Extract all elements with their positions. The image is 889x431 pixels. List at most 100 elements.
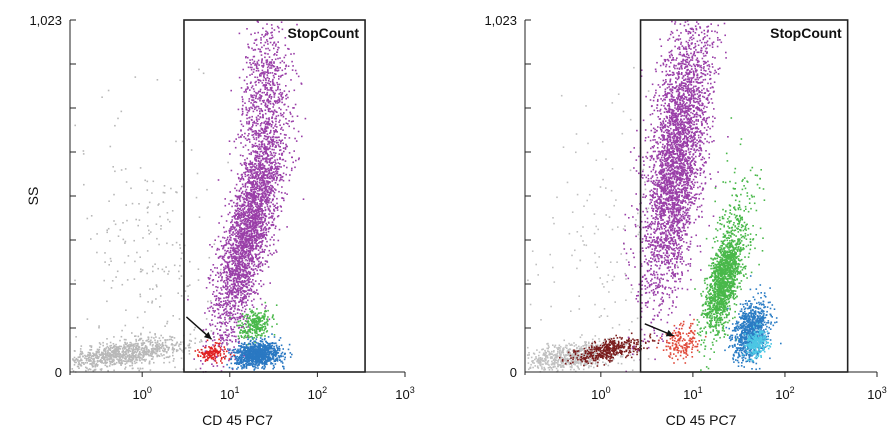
- data-point: [140, 349, 142, 351]
- data-point: [122, 354, 124, 356]
- data-point: [243, 257, 246, 260]
- data-point: [240, 212, 242, 214]
- data-point: [266, 156, 268, 159]
- data-point: [211, 314, 214, 316]
- data-point: [225, 267, 227, 269]
- data-point: [290, 169, 293, 172]
- data-point: [227, 257, 230, 260]
- data-point: [260, 232, 262, 235]
- data-point: [231, 267, 234, 270]
- data-point: [227, 247, 230, 250]
- data-point: [240, 238, 243, 240]
- data-point: [90, 349, 93, 351]
- data-point: [265, 84, 267, 86]
- data-point: [145, 340, 147, 342]
- data-point: [90, 346, 93, 349]
- data-point: [261, 241, 263, 243]
- data-point: [248, 192, 251, 194]
- data-point: [237, 248, 240, 250]
- data-point: [247, 218, 250, 221]
- data-point: [266, 39, 268, 41]
- data-point: [258, 153, 261, 156]
- data-point: [237, 250, 239, 252]
- data-point: [227, 291, 229, 293]
- data-point: [268, 175, 271, 178]
- data-point: [229, 302, 231, 305]
- data-point: [211, 246, 213, 248]
- data-point: [240, 244, 243, 246]
- data-point: [154, 348, 157, 350]
- data-point: [124, 366, 127, 369]
- data-point: [228, 320, 231, 323]
- data-point: [217, 235, 220, 238]
- data-point: [110, 361, 112, 363]
- data-point: [224, 308, 227, 310]
- data-point: [244, 201, 247, 204]
- data-point: [240, 283, 243, 285]
- data-point: [259, 124, 262, 127]
- data-point: [277, 239, 280, 242]
- data-point: [247, 278, 249, 281]
- data-point: [252, 96, 255, 99]
- data-point: [135, 361, 138, 364]
- data-point: [248, 336, 250, 339]
- data-point: [169, 335, 171, 338]
- data-point: [222, 246, 225, 248]
- data-point: [261, 122, 263, 124]
- data-point: [263, 132, 265, 134]
- data-point: [251, 193, 253, 196]
- data-point: [242, 203, 245, 205]
- data-point: [261, 132, 263, 134]
- data-point: [112, 346, 115, 349]
- data-point: [269, 62, 272, 64]
- data-point: [235, 252, 237, 254]
- data-point: [280, 166, 282, 168]
- data-point: [240, 209, 242, 212]
- data-point: [106, 353, 109, 355]
- data-point: [256, 62, 259, 65]
- data-point: [139, 295, 142, 298]
- data-point: [247, 207, 250, 209]
- data-point: [281, 158, 284, 161]
- data-point: [213, 295, 216, 298]
- data-point: [246, 83, 248, 85]
- data-point: [251, 249, 254, 252]
- data-point: [246, 191, 248, 194]
- data-point: [245, 61, 248, 64]
- data-point: [258, 174, 260, 177]
- data-point: [252, 321, 255, 323]
- data-point: [264, 366, 266, 368]
- data-point: [231, 335, 233, 337]
- data-point: [250, 96, 253, 98]
- data-point: [259, 179, 261, 182]
- data-point: [269, 122, 271, 125]
- data-point: [254, 341, 256, 344]
- data-point: [222, 258, 225, 261]
- data-point: [240, 136, 242, 138]
- data-point: [241, 281, 244, 283]
- data-point: [104, 261, 106, 263]
- data-point: [132, 346, 135, 349]
- data-point: [95, 363, 98, 366]
- data-point: [244, 89, 247, 92]
- data-point: [226, 266, 229, 269]
- data-point: [237, 133, 239, 136]
- data-point: [162, 336, 164, 339]
- data-point: [252, 200, 255, 203]
- data-point: [241, 313, 244, 315]
- data-point: [251, 171, 253, 173]
- data-point: [253, 271, 255, 274]
- data-point: [263, 234, 265, 237]
- data-point: [255, 187, 257, 189]
- data-point: [255, 238, 258, 241]
- data-point: [262, 346, 264, 349]
- data-point: [237, 320, 240, 323]
- data-point: [260, 177, 263, 180]
- data-point: [256, 327, 258, 329]
- data-point: [269, 238, 272, 241]
- data-point: [264, 309, 267, 312]
- data-point: [174, 344, 177, 346]
- data-point: [96, 357, 98, 359]
- data-point: [249, 177, 252, 179]
- data-point: [252, 133, 255, 136]
